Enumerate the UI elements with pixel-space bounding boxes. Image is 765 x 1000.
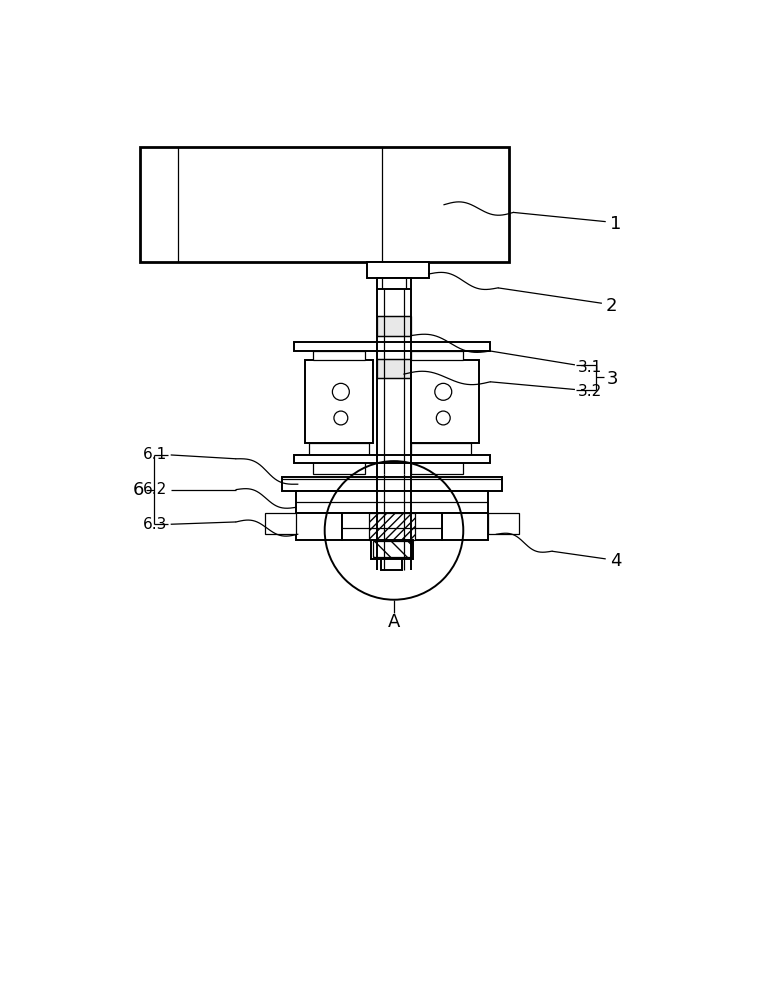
Circle shape bbox=[332, 383, 350, 400]
Bar bbox=[367, 262, 428, 278]
Bar bbox=[377, 359, 411, 378]
Bar bbox=[294, 342, 490, 351]
Text: 6: 6 bbox=[132, 481, 144, 499]
Bar bbox=[296, 513, 343, 540]
Bar bbox=[305, 360, 373, 443]
Text: 3.1: 3.1 bbox=[578, 360, 602, 375]
Bar bbox=[488, 513, 519, 534]
Text: 2: 2 bbox=[606, 297, 617, 315]
Bar bbox=[282, 477, 502, 491]
Text: 3: 3 bbox=[607, 370, 618, 388]
Text: 4: 4 bbox=[610, 552, 621, 570]
Bar bbox=[369, 513, 415, 540]
Bar bbox=[441, 513, 488, 540]
Text: 3.2: 3.2 bbox=[578, 384, 602, 399]
Bar bbox=[296, 491, 488, 513]
Text: 6.3: 6.3 bbox=[142, 517, 167, 532]
Bar bbox=[411, 443, 471, 459]
Bar bbox=[309, 443, 369, 459]
Bar bbox=[377, 278, 411, 289]
Bar bbox=[411, 459, 464, 474]
Text: 1: 1 bbox=[610, 215, 621, 233]
Bar bbox=[140, 147, 509, 262]
Circle shape bbox=[334, 411, 348, 425]
Bar bbox=[294, 455, 490, 463]
Text: A: A bbox=[388, 613, 400, 631]
Text: 6.2: 6.2 bbox=[142, 482, 167, 497]
Bar bbox=[343, 513, 441, 540]
Bar bbox=[265, 513, 296, 534]
Bar bbox=[313, 351, 366, 360]
Circle shape bbox=[436, 411, 450, 425]
Bar bbox=[411, 360, 479, 443]
Text: 6.1: 6.1 bbox=[142, 447, 167, 462]
Bar bbox=[313, 459, 366, 474]
Bar bbox=[411, 351, 464, 360]
Bar bbox=[371, 540, 413, 559]
Circle shape bbox=[435, 383, 452, 400]
Bar bbox=[373, 541, 411, 557]
Bar bbox=[377, 316, 411, 336]
Bar bbox=[381, 559, 402, 570]
